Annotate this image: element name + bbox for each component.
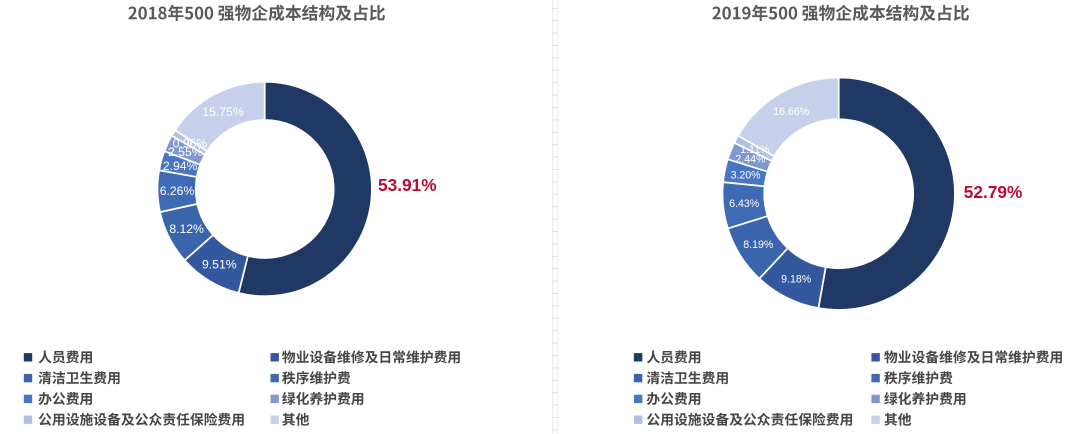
svg-text:1.11%: 1.11%	[740, 144, 770, 156]
svg-text:52.79%: 52.79%	[964, 182, 1023, 202]
svg-text:15.75%: 15.75%	[202, 105, 243, 119]
svg-text:3.20%: 3.20%	[731, 170, 762, 182]
svg-text:2.55%: 2.55%	[168, 145, 203, 159]
svg-text:6.43%: 6.43%	[729, 198, 760, 210]
svg-text:53.91%: 53.91%	[378, 175, 437, 195]
svg-text:0.96%: 0.96%	[173, 136, 208, 150]
svg-text:16.66%: 16.66%	[773, 106, 810, 118]
svg-text:6.26%: 6.26%	[160, 184, 195, 198]
svg-text:9.18%: 9.18%	[781, 273, 812, 285]
svg-text:2.44%: 2.44%	[735, 153, 766, 165]
svg-text:2.94%: 2.94%	[163, 159, 198, 173]
svg-text:8.19%: 8.19%	[743, 239, 774, 251]
svg-text:8.12%: 8.12%	[169, 222, 204, 236]
svg-text:9.51%: 9.51%	[202, 257, 237, 271]
